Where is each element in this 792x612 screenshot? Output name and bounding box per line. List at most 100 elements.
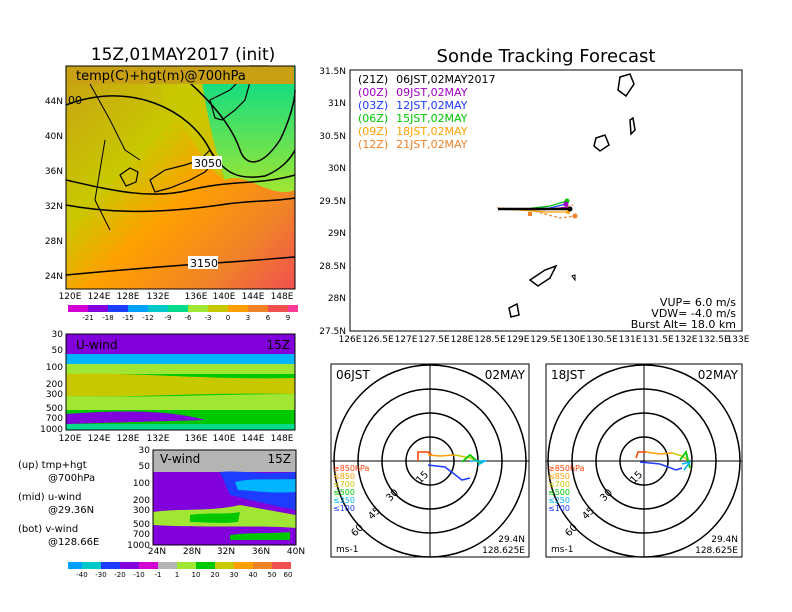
vwind-frame <box>152 449 297 546</box>
height-contour <box>65 174 296 195</box>
lon-tick: 130.5E <box>586 335 618 345</box>
p-tick: 50 <box>139 462 151 472</box>
level-label: ≤250 <box>548 496 570 505</box>
colorbar-tick: 20 <box>211 571 220 579</box>
lat-tick: 44N <box>45 97 63 107</box>
p-tick: 200 <box>133 496 150 506</box>
p-tick: 1000 <box>40 425 63 435</box>
temp-map: temp(C)+hgt(m)@700hPa 00 3050 3150 <box>65 65 296 290</box>
vwind-x-axis: 24N 28N 32N 36N 40N <box>148 547 305 557</box>
burst-alt-text: Burst Alt= 18.0 km <box>631 318 736 331</box>
colorbar-tick: -9 <box>165 314 172 322</box>
lon-tick: 120E <box>59 292 82 302</box>
cold-region <box>200 66 295 193</box>
level-label: ≤850 <box>333 472 355 481</box>
track-endpoint <box>567 206 573 212</box>
lon-tick: 131E <box>619 335 642 345</box>
colorbar-tick: -30 <box>95 571 106 579</box>
vwind-time: 15Z <box>268 452 292 466</box>
p-tick: 100 <box>46 363 63 373</box>
lon-tick: 124E <box>88 292 111 302</box>
lon-tick: 128.5E <box>474 335 506 345</box>
x-tick: 148E <box>271 434 294 444</box>
lon-tick: 126.5E <box>362 335 394 345</box>
hodo-level-legend: ≥850hPa ≤850 ≤700 ≤500 ≤250 ≤100 <box>548 464 585 513</box>
island <box>508 302 520 318</box>
lon-tick: 127E <box>395 335 418 345</box>
hodo-time: 18JST <box>551 368 585 382</box>
hodo-trace-250 <box>681 460 692 471</box>
lat-tick: 28N <box>45 237 63 247</box>
level-label: ≤500 <box>333 488 355 497</box>
p-tick: 200 <box>46 380 63 390</box>
island <box>593 134 610 152</box>
contour-label: 3050 <box>194 157 222 170</box>
track-frame <box>349 69 743 332</box>
map-lon-axis: 120E 124E 128E 132E 136E 140E 144E 148E <box>59 292 294 302</box>
hodo-trace-lower <box>635 451 646 459</box>
level-label: ≥850hPa <box>548 464 585 473</box>
height-contour <box>65 197 296 213</box>
x-tick: 24N <box>148 547 166 557</box>
lon-tick: 140E <box>213 292 236 302</box>
legend-item-03z: (03Z) 12JST,02MAY <box>358 99 468 112</box>
note-line: @700hPa <box>48 473 95 484</box>
colorbar-tick: 3 <box>246 314 250 322</box>
lon-tick: 128E <box>451 335 474 345</box>
vdw-text: VDW= -4.0 m/s <box>651 307 736 320</box>
uwind-frame <box>65 333 296 431</box>
p-tick: 700 <box>46 414 63 424</box>
hodo-trace-250 <box>470 460 488 466</box>
map-label-bg <box>68 66 294 84</box>
note-line: (mid) u-wind <box>18 492 81 503</box>
legend-item-12z: (12Z) 21JST,02MAY <box>358 138 468 151</box>
hodo-trace-100 <box>427 464 471 481</box>
height-contour <box>65 256 296 276</box>
level-label: ≤700 <box>548 480 570 489</box>
uwind-p-axis: 30 50 100 200 300 500 700 1000 <box>40 330 63 435</box>
lon-tick: 129.5E <box>530 335 562 345</box>
hodograph-right: 18JST 02MAY 15 30 45 60 ms-1 29.4N 128.6… <box>545 363 743 558</box>
legend-item-00z: (00Z) 09JST,02MAY <box>358 86 468 99</box>
hodo-lon: 128.625E <box>695 546 738 556</box>
level-label: ≤100 <box>548 504 570 513</box>
lat-tick: 29N <box>328 229 346 239</box>
hodo-trace-850 <box>645 451 673 455</box>
lat-tick: 27.5N <box>319 327 346 337</box>
legend-item-06z: (06Z) 15JST,02MAY <box>358 112 468 125</box>
lon-tick: 130E <box>563 335 586 345</box>
uwind-time: 15Z <box>267 338 291 352</box>
colorbar-tick: 1 <box>175 571 179 579</box>
vwind-label: V-wind <box>160 452 200 466</box>
hodo-time: 06JST <box>336 368 370 382</box>
colorbar-tick: 9 <box>286 314 290 322</box>
track-legend: (21Z) 06JST,02MAY2017 (00Z) 09JST,02MAY (0… <box>358 73 495 151</box>
note-line: @29.36N <box>48 505 94 516</box>
level-label: ≤250 <box>333 496 355 505</box>
note-line: (bot) v-wind <box>18 524 78 535</box>
legend-notes: (up) tmp+hgt @700hPa (mid) u-wind @29.36… <box>18 460 99 548</box>
colorbar-tick: 60 <box>284 571 293 579</box>
track-endpoint <box>563 201 569 207</box>
temp-colorbar-labels: -21 -18 -15 -12 -9 -6 -3 0 3 6 9 <box>82 314 290 322</box>
lon-tick: 128E <box>117 292 140 302</box>
p-tick: 300 <box>46 390 63 400</box>
track-title: Sonde Tracking Forecast <box>437 46 656 67</box>
coastline-continent <box>79 65 141 231</box>
track-map: (21Z) 06JST,02MAY2017 (00Z) 09JST,02MAY (0… <box>349 69 743 332</box>
colorbar-tick: 0 <box>226 314 230 322</box>
lat-tick: 28N <box>328 294 346 304</box>
hodograph-left: 06JST 02MAY 15 30 45 60 ms-1 29.4N 128.6… <box>330 363 530 558</box>
vwind-panel: V-wind 15Z <box>152 449 297 546</box>
lat-tick: 24N <box>45 272 63 282</box>
left-title: 15Z,01MAY2017 (init) <box>91 45 276 65</box>
x-tick: 124E <box>88 434 111 444</box>
p-tick: 500 <box>46 404 63 414</box>
colorbar-tick: -1 <box>155 571 162 579</box>
hodo-trace-100 <box>639 461 683 471</box>
colorbar-tick: -20 <box>114 571 125 579</box>
wind-colorbar <box>68 562 291 569</box>
track-lon-axis: 126E 126.5E 127E 127.5E 128E 128.5E 129E… <box>339 335 750 345</box>
lon-tick: 131.5E <box>642 335 674 345</box>
hodo-level-legend: ≥850hPa ≤850 ≤700 ≤500 ≤250 ≤100 <box>333 464 370 513</box>
